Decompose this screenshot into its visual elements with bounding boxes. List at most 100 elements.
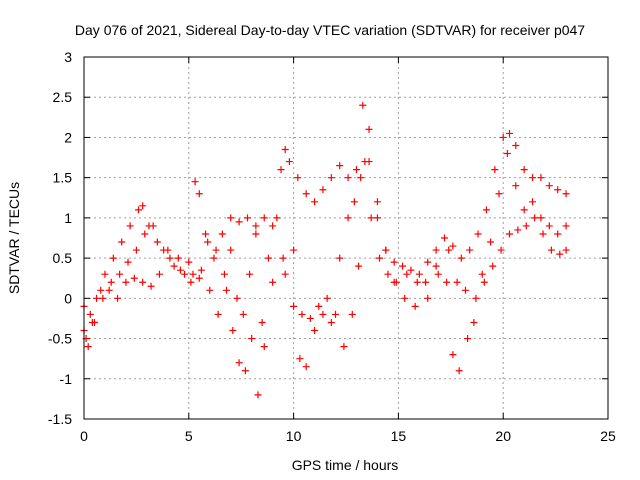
- x-tick-label: 25: [600, 428, 616, 444]
- data-point: [191, 178, 199, 186]
- data-point: [422, 278, 430, 286]
- data-point: [562, 222, 570, 230]
- data-point: [361, 158, 369, 166]
- data-point: [195, 190, 203, 198]
- data-point: [315, 302, 323, 310]
- data-point: [105, 286, 113, 294]
- data-point: [185, 258, 193, 266]
- data-point: [281, 270, 289, 278]
- data-point: [235, 218, 243, 226]
- data-point: [241, 367, 249, 375]
- data-point: [290, 302, 298, 310]
- data-point: [348, 310, 356, 318]
- data-point: [443, 278, 451, 286]
- data-point: [562, 190, 570, 198]
- data-point: [187, 278, 195, 286]
- data-point: [311, 198, 319, 206]
- data-point: [311, 327, 319, 335]
- data-point: [373, 198, 381, 206]
- data-point: [248, 335, 256, 343]
- data-point: [373, 214, 381, 222]
- data-point: [124, 258, 132, 266]
- x-tick-label: 20: [495, 428, 511, 444]
- data-point: [174, 254, 182, 262]
- data-point: [489, 262, 497, 270]
- data-point: [281, 146, 289, 154]
- data-point: [254, 391, 262, 399]
- data-point: [319, 186, 327, 194]
- data-point: [432, 246, 440, 254]
- data-point: [195, 274, 203, 282]
- x-tick-label: 15: [391, 428, 407, 444]
- data-point: [227, 246, 235, 254]
- data-point: [147, 282, 155, 290]
- data-point: [434, 270, 442, 278]
- y-tick-label: 1.5: [53, 170, 73, 186]
- data-point: [487, 238, 495, 246]
- data-point: [482, 206, 490, 214]
- data-point: [529, 174, 537, 182]
- data-point: [401, 294, 409, 302]
- grid-lines: [84, 57, 608, 419]
- y-tick-label: 2.5: [53, 89, 73, 105]
- data-point: [445, 246, 453, 254]
- data-point: [122, 278, 130, 286]
- data-point: [214, 310, 222, 318]
- data-point: [376, 254, 384, 262]
- data-point: [264, 254, 272, 262]
- data-point: [505, 129, 513, 137]
- data-point: [344, 174, 352, 182]
- data-point: [109, 254, 117, 262]
- x-tick-label: 5: [185, 428, 193, 444]
- data-point: [505, 230, 513, 238]
- data-point: [246, 270, 254, 278]
- data-point: [296, 355, 304, 363]
- data-point: [529, 198, 537, 206]
- data-point: [141, 230, 149, 238]
- data-point: [399, 262, 407, 270]
- data-point: [344, 214, 352, 222]
- series-track-c: [82, 150, 570, 351]
- data-point: [350, 198, 358, 206]
- data-point: [478, 270, 486, 278]
- data-point: [503, 150, 511, 158]
- data-point: [302, 190, 310, 198]
- data-point: [269, 278, 277, 286]
- chart-title: Day 076 of 2021, Sidereal Day-to-day VTE…: [75, 22, 585, 38]
- data-point: [220, 270, 228, 278]
- data-point: [340, 343, 348, 351]
- data-point: [453, 278, 461, 286]
- data-point: [441, 234, 449, 242]
- data-point: [130, 274, 138, 282]
- y-tick-label: 0.5: [53, 250, 73, 266]
- data-point: [382, 246, 390, 254]
- data-point: [491, 166, 499, 174]
- data-point: [539, 230, 547, 238]
- data-point: [455, 367, 463, 375]
- data-point: [512, 182, 520, 190]
- data-point: [149, 222, 157, 230]
- data-point: [323, 294, 331, 302]
- data-point: [499, 133, 507, 141]
- data-point: [176, 266, 184, 274]
- data-point: [327, 318, 335, 326]
- data-point: [520, 206, 528, 214]
- data-point: [537, 214, 545, 222]
- data-point: [545, 182, 553, 190]
- data-point: [86, 310, 94, 318]
- data-point: [514, 226, 522, 234]
- data-point: [260, 343, 268, 351]
- data-point: [227, 214, 235, 222]
- data-point: [260, 214, 268, 222]
- data-point: [403, 270, 411, 278]
- y-tick-label: 2: [64, 129, 72, 145]
- data-point: [189, 270, 197, 278]
- data-point: [547, 246, 555, 254]
- data-point: [319, 310, 327, 318]
- data-point: [466, 246, 474, 254]
- data-point: [497, 246, 505, 254]
- data-point: [118, 238, 126, 246]
- data-point: [273, 214, 281, 222]
- data-point: [239, 310, 247, 318]
